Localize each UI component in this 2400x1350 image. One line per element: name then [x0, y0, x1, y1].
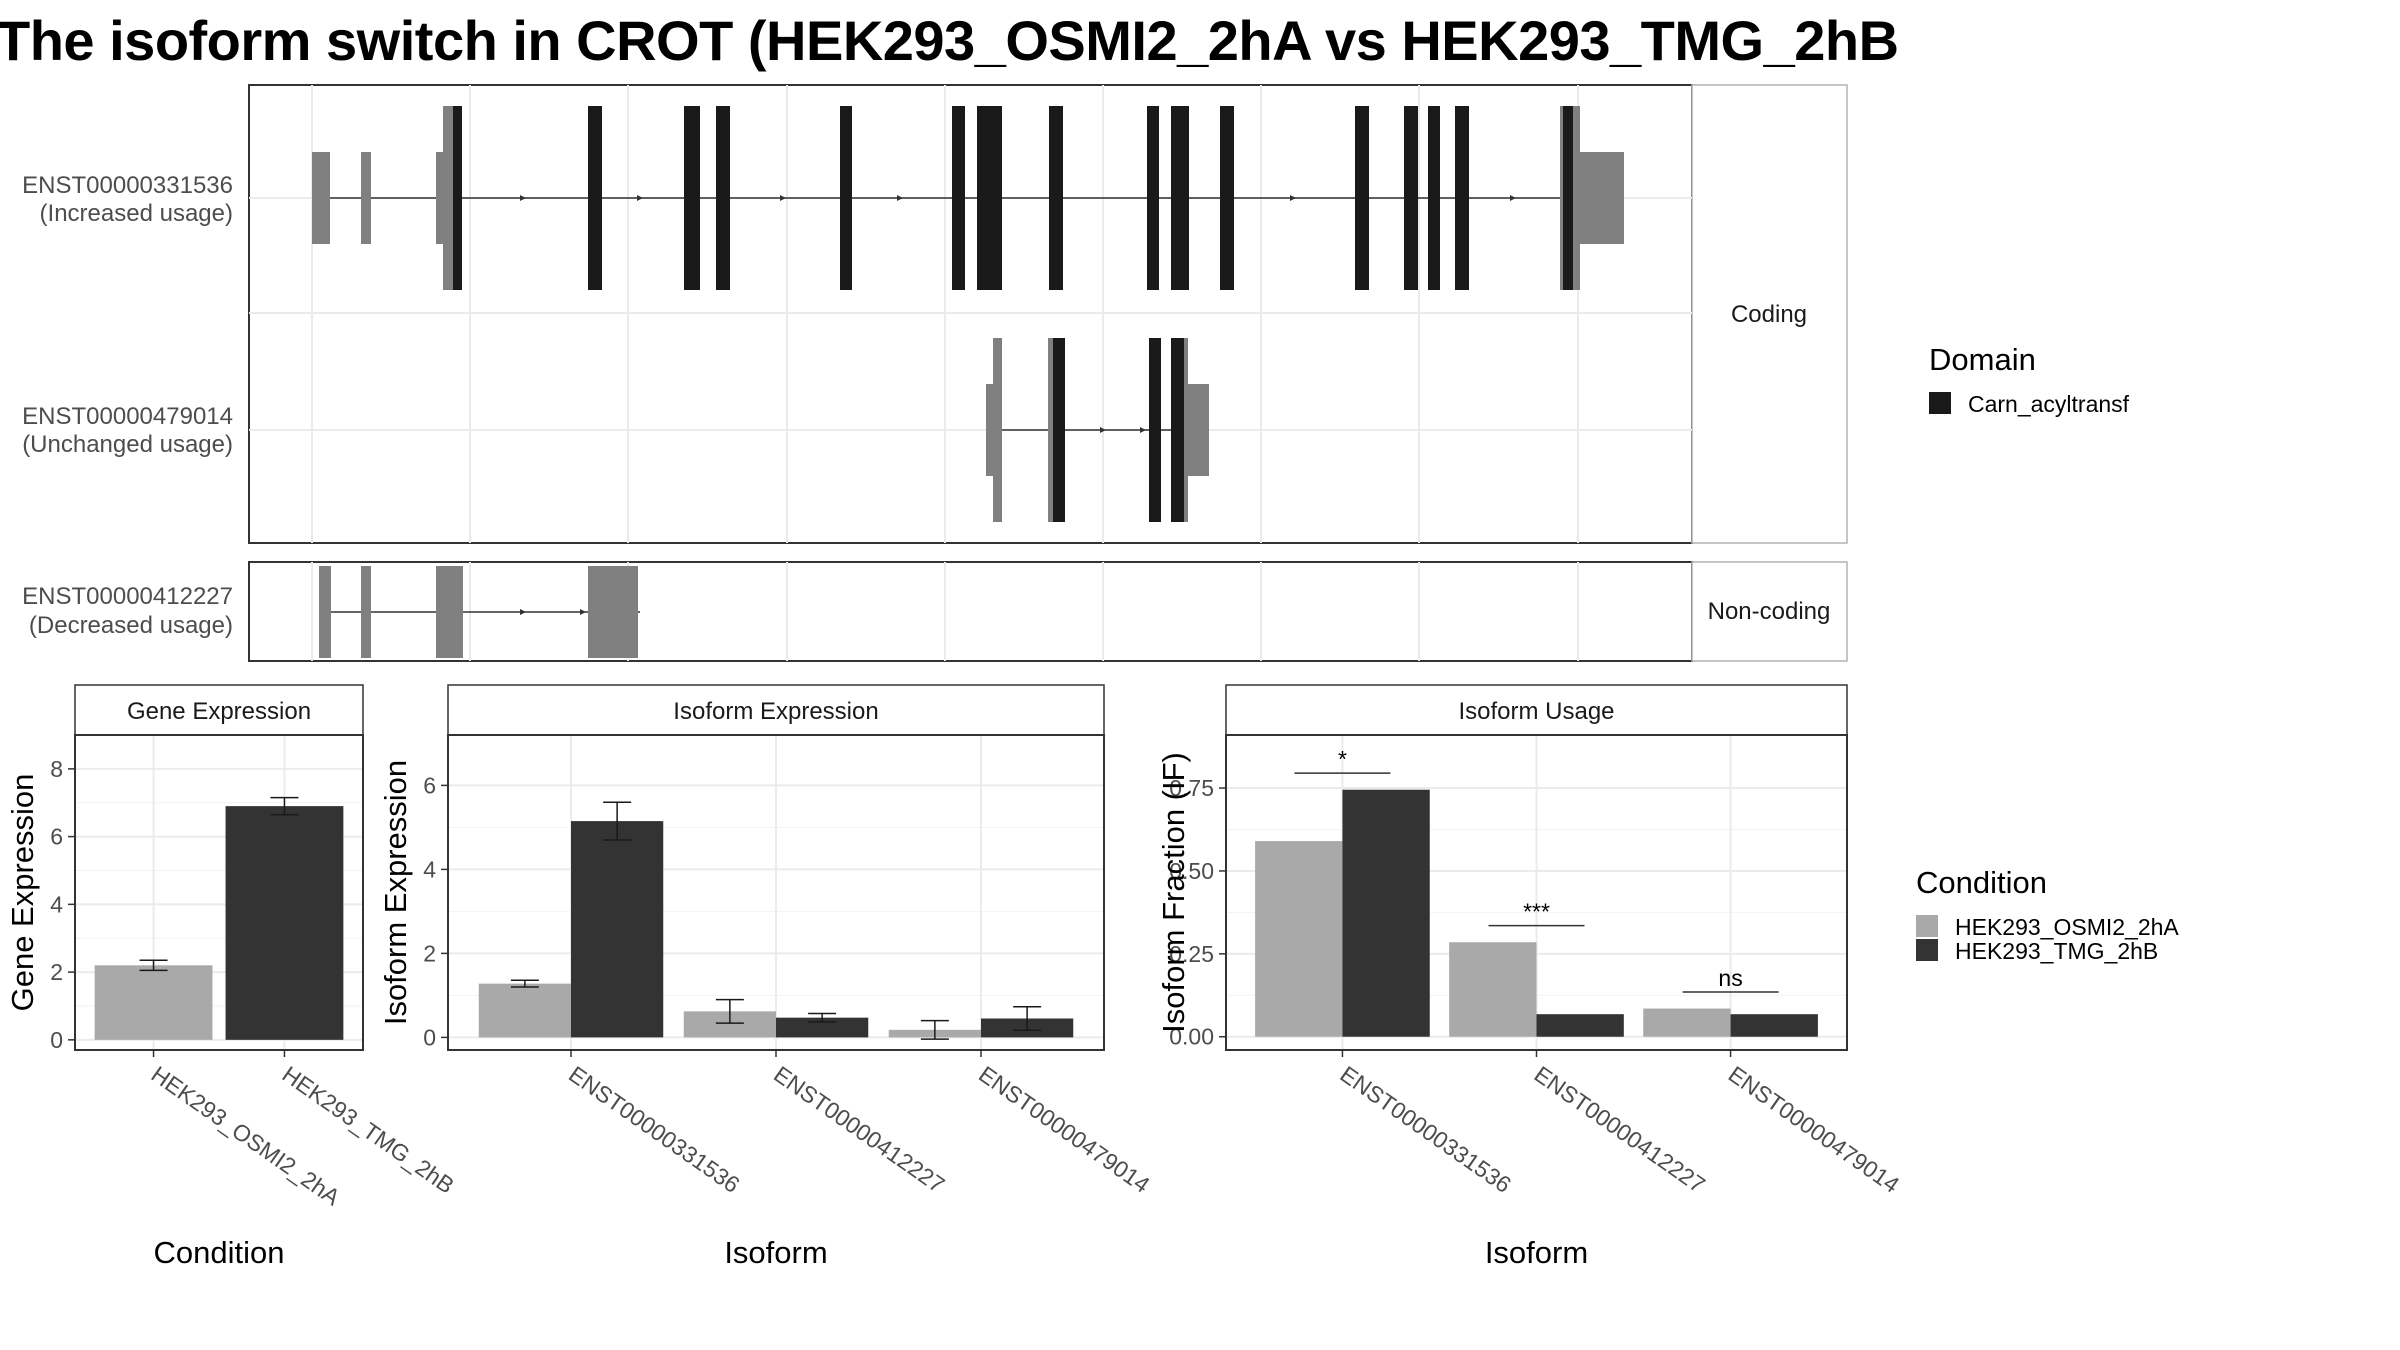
condition-legend-swatch-2 — [1916, 939, 1938, 961]
x-tick-label: ENST00000479014 — [974, 1061, 1155, 1198]
bar — [478, 983, 571, 1038]
y-tick-label: 0.50 — [1169, 858, 1214, 884]
panel-strip — [447, 684, 1105, 736]
y-tick-label: 8 — [50, 756, 63, 782]
significance-label: ns — [1718, 965, 1742, 991]
x-tick-label: ENST00000412227 — [1530, 1061, 1710, 1198]
facet-label-noncoding: Non-coding — [1708, 598, 1831, 625]
panel-strip-label: Isoform Expression — [673, 698, 878, 725]
panel-strip-label: Gene Expression — [127, 698, 311, 725]
x-tick-label: ENST00000331536 — [564, 1061, 744, 1198]
bar — [225, 806, 344, 1040]
condition-legend-label-1: HEK293_OSMI2_2hA — [1955, 914, 2179, 940]
structure-panel-coding — [248, 84, 1848, 544]
bar — [571, 821, 664, 1038]
facet-strip-labels: Coding Non-coding — [1708, 301, 1831, 625]
transcript-id: ENST00000412227 — [22, 583, 233, 610]
x-tick-label: ENST00000479014 — [1724, 1061, 1905, 1198]
y-tick-label: 2 — [50, 959, 63, 985]
transcript-usage: (Unchanged usage) — [22, 431, 233, 458]
bar — [94, 965, 213, 1040]
significance-label: * — [1338, 746, 1347, 772]
domain-legend-label: Carn_acyltransf — [1968, 391, 2130, 417]
y-tick-label: 0.75 — [1169, 775, 1214, 801]
condition-legend-swatch-1 — [1916, 915, 1938, 937]
x-tick-label: ENST00000412227 — [769, 1061, 949, 1198]
x-tick-label: ENST00000331536 — [1336, 1061, 1516, 1198]
transcript-usage: (Increased usage) — [40, 200, 233, 227]
panel-strip — [74, 684, 364, 736]
panel-strip — [1225, 684, 1848, 736]
y-axis-title: Isoform Fraction (IF) — [1156, 752, 1191, 1033]
domain-legend-title: Domain — [1929, 342, 2036, 377]
x-axis-title: Condition — [154, 1235, 285, 1270]
x-axis-title: Isoform — [724, 1235, 827, 1270]
domain-legend: Domain Carn_acyltransf — [1929, 342, 2130, 417]
bar — [776, 1017, 869, 1038]
significance-label: *** — [1523, 899, 1550, 925]
condition-legend-label-2: HEK293_TMG_2hB — [1955, 938, 2158, 964]
y-axis-title: Gene Expression — [5, 774, 40, 1012]
y-tick-label: 4 — [423, 856, 436, 882]
y-tick-label: 6 — [50, 824, 63, 850]
bar — [1643, 1008, 1731, 1037]
transcript-id: ENST00000331536 — [22, 172, 233, 199]
strand-arrows — [520, 195, 1516, 201]
transcript-ENST00000479014-model — [986, 338, 1209, 522]
bar — [1342, 789, 1430, 1037]
coding-strip — [1691, 84, 1848, 544]
bar — [1536, 1014, 1624, 1037]
panel-gene-expression: Gene Expression02468HEK293_OSMI2_2hAHEK2… — [5, 684, 459, 1270]
y-tick-label: 6 — [423, 772, 436, 798]
panel-strip-label: Isoform Usage — [1458, 698, 1614, 725]
y-tick-label: 2 — [423, 940, 436, 966]
transcript-labels: ENST00000331536 (Increased usage) ENST00… — [22, 172, 233, 639]
panel-border — [74, 734, 364, 1051]
y-tick-label: 0.00 — [1169, 1024, 1214, 1050]
condition-legend-title: Condition — [1916, 865, 2047, 900]
transcript-ENST00000412227-model — [319, 566, 640, 658]
transcript-usage: (Decreased usage) — [29, 612, 233, 639]
transcript-ENST00000331536-model — [312, 106, 1624, 290]
facet-label-coding: Coding — [1731, 301, 1807, 328]
noncoding-strip — [1691, 561, 1848, 662]
y-tick-label: 4 — [50, 891, 63, 917]
transcript-id: ENST00000479014 — [22, 403, 233, 430]
condition-legend: Condition HEK293_OSMI2_2hA HEK293_TMG_2h… — [1916, 865, 2179, 964]
bar — [1730, 1014, 1818, 1037]
y-tick-label: 0.25 — [1169, 941, 1214, 967]
y-axis-title: Isoform Expression — [378, 760, 413, 1025]
bar — [1449, 942, 1537, 1037]
structure-panel-noncoding — [248, 561, 1848, 662]
panel-isoform-usage: Isoform Usage****ns0.000.250.500.75ENST0… — [1156, 684, 1905, 1270]
y-tick-label: 0 — [423, 1024, 436, 1050]
domain-legend-swatch — [1929, 392, 1951, 414]
y-tick-label: 0 — [50, 1027, 63, 1053]
plot-title: The isoform switch in CROT (HEK293_OSMI2… — [0, 9, 1899, 72]
x-axis-title: Isoform — [1485, 1235, 1588, 1270]
expression-panels: Gene Expression02468HEK293_OSMI2_2hAHEK2… — [5, 684, 1905, 1270]
bar — [1255, 841, 1343, 1037]
